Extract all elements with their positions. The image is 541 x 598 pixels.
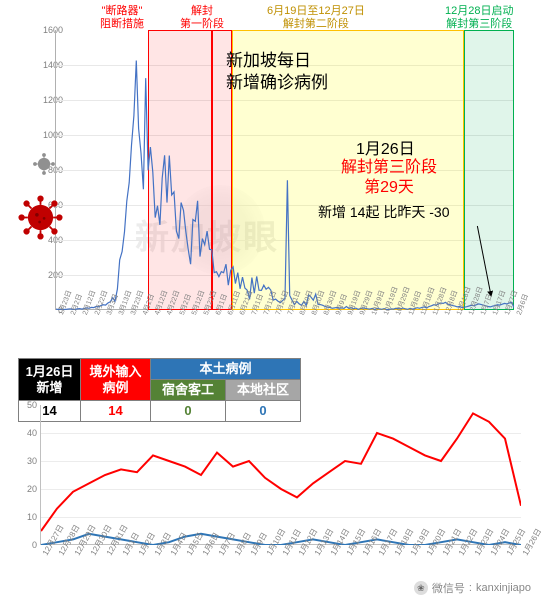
series-imported [41, 413, 521, 531]
phase-label-p2: 6月19日至12月27日解封第二阶段 [267, 5, 365, 31]
phase-label-cb: "断路器"阻断措施 [100, 5, 144, 31]
hdr-community: 本地社区 [226, 380, 301, 401]
top-chart: "断路器"阻断措施 解封第一阶段 6月19日至12月27日解封第二阶段 12月2… [15, 5, 525, 345]
phase-label-p3: 12月28日启动解封第三阶段 [445, 5, 513, 31]
top-plot-area: 新加坡每日新增确诊病例 1月26日 解封第三阶段第29天 新增 14起 比昨天 … [55, 30, 513, 310]
bottom-chart: 01020304050 12月27日12月28日12月29日12月30日12月3… [15, 400, 525, 575]
hdr-imported: 境外输入病例 [81, 359, 151, 401]
hdr-dorm: 宿舍客工 [151, 380, 226, 401]
footer: ❀ 微信号: kanxinjiapo [414, 580, 531, 596]
hdr-local: 本土病例 [151, 359, 301, 380]
phase-label-p1: 解封第一阶段 [180, 5, 224, 31]
annotation-arrow [56, 30, 514, 310]
bottom-line-svg [41, 405, 521, 545]
footer-id: kanxinjiapo [476, 582, 531, 594]
wechat-icon: ❀ [414, 581, 428, 595]
hdr-date: 1月26日新增 [19, 359, 81, 401]
virus-icon-small [33, 153, 55, 175]
bottom-plot-area [40, 405, 520, 545]
footer-label: 微信号 [432, 580, 465, 596]
virus-icon-large [18, 195, 63, 240]
